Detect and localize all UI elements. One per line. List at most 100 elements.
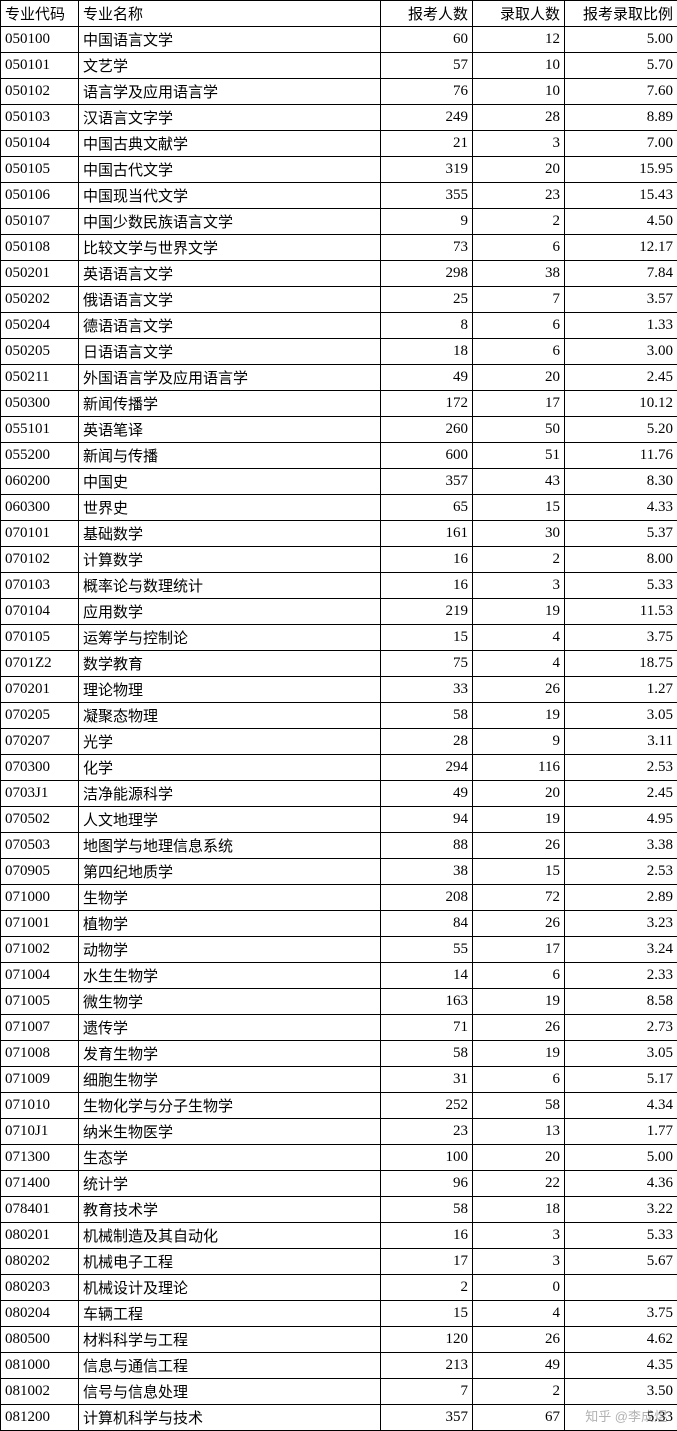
cell-code: 070102 (1, 547, 79, 573)
cell-code: 0701Z2 (1, 651, 79, 677)
cell-admitted: 22 (473, 1171, 565, 1197)
cell-ratio: 2.73 (565, 1015, 677, 1041)
table-row: 071001植物学84263.23 (1, 911, 677, 937)
cell-applicants: 96 (381, 1171, 473, 1197)
table-row: 050105中国古代文学3192015.95 (1, 157, 677, 183)
cell-applicants: 172 (381, 391, 473, 417)
cell-applicants: 260 (381, 417, 473, 443)
cell-name: 新闻与传播 (79, 443, 381, 469)
cell-ratio: 3.23 (565, 911, 677, 937)
cell-applicants: 16 (381, 1223, 473, 1249)
cell-code: 060200 (1, 469, 79, 495)
cell-name: 动物学 (79, 937, 381, 963)
cell-name: 中国语言文学 (79, 27, 381, 53)
table-row: 071400统计学96224.36 (1, 1171, 677, 1197)
cell-admitted: 43 (473, 469, 565, 495)
table-row: 050101文艺学57105.70 (1, 53, 677, 79)
cell-name: 英语笔译 (79, 417, 381, 443)
table-row: 050201英语语言文学298387.84 (1, 261, 677, 287)
cell-name: 凝聚态物理 (79, 703, 381, 729)
cell-applicants: 33 (381, 677, 473, 703)
table-row: 050102语言学及应用语言学76107.60 (1, 79, 677, 105)
cell-name: 数学教育 (79, 651, 381, 677)
cell-name: 汉语言文字学 (79, 105, 381, 131)
cell-code: 071005 (1, 989, 79, 1015)
cell-applicants: 76 (381, 79, 473, 105)
cell-name: 中国史 (79, 469, 381, 495)
table-row: 050100中国语言文学60125.00 (1, 27, 677, 53)
cell-applicants: 18 (381, 339, 473, 365)
cell-admitted: 19 (473, 599, 565, 625)
cell-applicants: 9 (381, 209, 473, 235)
cell-ratio: 3.11 (565, 729, 677, 755)
header-code: 专业代码 (1, 1, 79, 27)
cell-applicants: 31 (381, 1067, 473, 1093)
cell-admitted: 26 (473, 677, 565, 703)
cell-code: 050201 (1, 261, 79, 287)
cell-code: 050105 (1, 157, 79, 183)
cell-ratio: 3.38 (565, 833, 677, 859)
cell-admitted: 0 (473, 1275, 565, 1301)
cell-ratio: 4.50 (565, 209, 677, 235)
cell-ratio: 5.70 (565, 53, 677, 79)
cell-ratio: 2.45 (565, 781, 677, 807)
cell-applicants: 17 (381, 1249, 473, 1275)
cell-ratio: 2.53 (565, 755, 677, 781)
cell-admitted: 20 (473, 365, 565, 391)
table-row: 070105运筹学与控制论1543.75 (1, 625, 677, 651)
cell-code: 080500 (1, 1327, 79, 1353)
cell-admitted: 20 (473, 781, 565, 807)
cell-name: 地图学与地理信息系统 (79, 833, 381, 859)
cell-applicants: 94 (381, 807, 473, 833)
cell-admitted: 7 (473, 287, 565, 313)
cell-applicants: 7 (381, 1379, 473, 1405)
cell-applicants: 357 (381, 469, 473, 495)
cell-ratio: 3.75 (565, 1301, 677, 1327)
cell-ratio: 12.17 (565, 235, 677, 261)
table-header-row: 专业代码 专业名称 报考人数 录取人数 报考录取比例 (1, 1, 677, 27)
table-row: 0710J1纳米生物医学23131.77 (1, 1119, 677, 1145)
cell-code: 055101 (1, 417, 79, 443)
cell-ratio: 3.00 (565, 339, 677, 365)
cell-admitted: 19 (473, 703, 565, 729)
cell-name: 中国古典文献学 (79, 131, 381, 157)
cell-code: 070105 (1, 625, 79, 651)
cell-code: 0703J1 (1, 781, 79, 807)
cell-admitted: 15 (473, 495, 565, 521)
table-row: 071005微生物学163198.58 (1, 989, 677, 1015)
cell-code: 050211 (1, 365, 79, 391)
cell-admitted: 51 (473, 443, 565, 469)
cell-name: 车辆工程 (79, 1301, 381, 1327)
table-row: 081002信号与信息处理723.50 (1, 1379, 677, 1405)
cell-admitted: 10 (473, 79, 565, 105)
cell-code: 050106 (1, 183, 79, 209)
cell-code: 071007 (1, 1015, 79, 1041)
cell-code: 071002 (1, 937, 79, 963)
cell-ratio: 4.36 (565, 1171, 677, 1197)
cell-code: 070503 (1, 833, 79, 859)
cell-admitted: 18 (473, 1197, 565, 1223)
cell-admitted: 28 (473, 105, 565, 131)
cell-code: 071004 (1, 963, 79, 989)
cell-name: 应用数学 (79, 599, 381, 625)
cell-ratio: 2.45 (565, 365, 677, 391)
cell-name: 中国古代文学 (79, 157, 381, 183)
cell-admitted: 30 (473, 521, 565, 547)
cell-name: 运筹学与控制论 (79, 625, 381, 651)
table-row: 0701Z2数学教育75418.75 (1, 651, 677, 677)
cell-ratio: 5.33 (565, 1223, 677, 1249)
cell-code: 071010 (1, 1093, 79, 1119)
cell-code: 050300 (1, 391, 79, 417)
admissions-table: 专业代码 专业名称 报考人数 录取人数 报考录取比例 050100中国语言文学6… (0, 0, 677, 1431)
cell-admitted: 20 (473, 1145, 565, 1171)
cell-code: 070502 (1, 807, 79, 833)
cell-applicants: 25 (381, 287, 473, 313)
cell-code: 080204 (1, 1301, 79, 1327)
cell-ratio: 5.33 (565, 573, 677, 599)
cell-admitted: 15 (473, 859, 565, 885)
cell-admitted: 3 (473, 573, 565, 599)
cell-name: 中国现当代文学 (79, 183, 381, 209)
table-row: 080201机械制造及其自动化1635.33 (1, 1223, 677, 1249)
cell-ratio: 11.53 (565, 599, 677, 625)
cell-applicants: 8 (381, 313, 473, 339)
